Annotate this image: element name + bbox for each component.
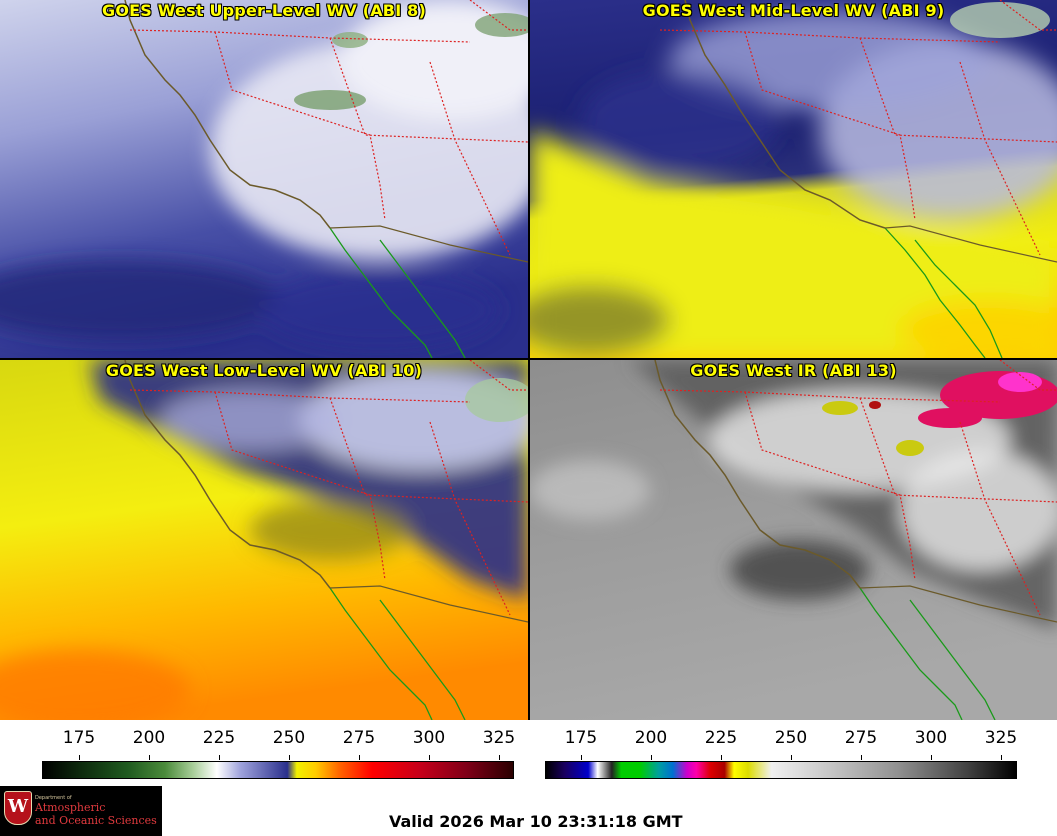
valid-time: Valid 2026 Mar 10 23:31:18 GMT: [389, 812, 683, 831]
mid-level-wv-image: [530, 0, 1057, 358]
tick-label: 250: [774, 728, 808, 748]
panel-divider-vertical: [528, 0, 530, 720]
logo-dept: Department of: [35, 795, 72, 801]
tick-label: 200: [132, 728, 166, 748]
tick-label: 175: [62, 728, 96, 748]
tick-label: 300: [914, 728, 948, 748]
ir-colorbar-gradient: [545, 761, 1017, 779]
tick-label: 275: [844, 728, 878, 748]
ir-colorbar: 175 200 225 250 275 300 325: [530, 728, 1057, 784]
ir-colorbar-ticks: 175 200 225 250 275 300 325: [530, 728, 1057, 754]
panel-title: GOES West IR (ABI 13): [690, 361, 897, 380]
low-level-wv-image: [0, 360, 528, 720]
wv-colorbar: 175 200 225 250 275 300 325: [0, 728, 528, 784]
tick-label: 225: [202, 728, 236, 748]
logo-line2: and Oceanic Sciences: [35, 814, 157, 827]
wv-colorbar-ticks: 175 200 225 250 275 300 325: [0, 728, 528, 754]
panel-upper-level-wv: GOES West Upper-Level WV (ABI 8): [0, 0, 528, 358]
upper-level-wv-image: [0, 0, 528, 358]
uw-seal-icon: W: [4, 791, 32, 825]
tick-label: 300: [412, 728, 446, 748]
tick-label: 175: [564, 728, 598, 748]
panel-mid-level-wv: GOES West Mid-Level WV (ABI 9): [530, 0, 1057, 358]
ir-image: [530, 360, 1057, 720]
panel-divider-horizontal: [0, 358, 1057, 360]
aos-department-logo: W Department of Atmospheric and Oceanic …: [0, 786, 162, 836]
panel-title: GOES West Mid-Level WV (ABI 9): [642, 1, 945, 20]
tick-label: 275: [342, 728, 376, 748]
panel-title: GOES West Low-Level WV (ABI 10): [105, 361, 423, 380]
panel-low-level-wv: GOES West Low-Level WV (ABI 10): [0, 360, 528, 720]
tick-label: 325: [482, 728, 516, 748]
panel-ir: GOES West IR (ABI 13): [530, 360, 1057, 720]
wv-colorbar-gradient: [42, 761, 514, 779]
tick-label: 250: [272, 728, 306, 748]
tick-label: 225: [704, 728, 738, 748]
panel-title: GOES West Upper-Level WV (ABI 8): [102, 1, 426, 20]
logo-line1: Atmospheric: [35, 801, 106, 814]
tick-label: 325: [984, 728, 1018, 748]
tick-label: 200: [634, 728, 668, 748]
